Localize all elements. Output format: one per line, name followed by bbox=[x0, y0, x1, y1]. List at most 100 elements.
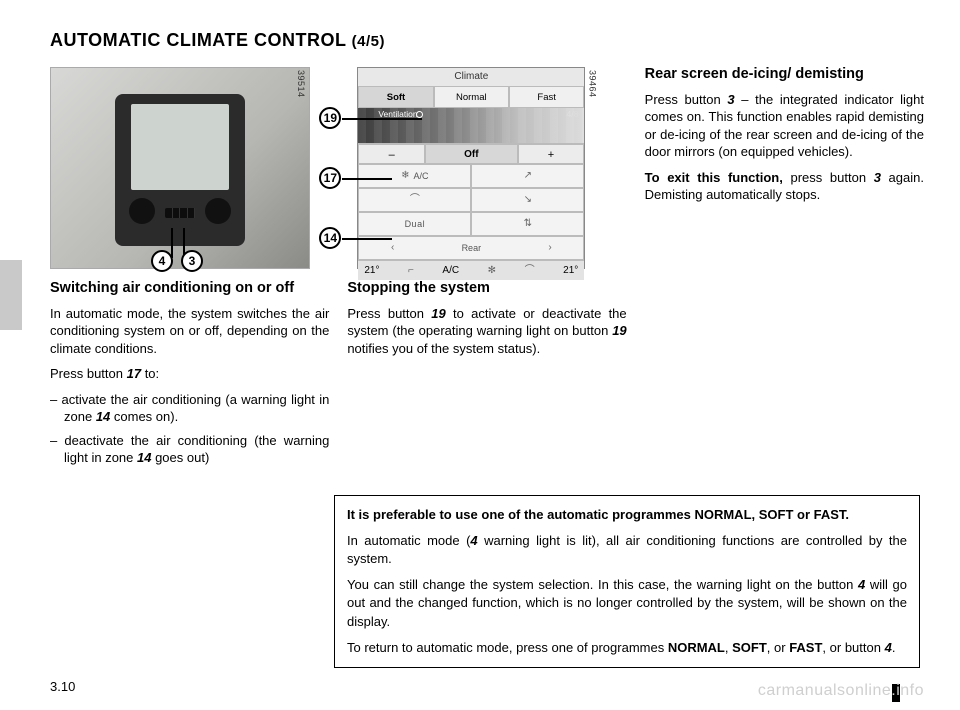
col3-heading: Rear screen de-icing/ demisting bbox=[645, 65, 924, 85]
col1-heading: Switching air conditioning on or off bbox=[50, 279, 329, 299]
callout-3: 3 bbox=[181, 250, 203, 272]
note-paragraph: In automatic mode (4 warning light is li… bbox=[347, 532, 907, 568]
text: To return to automatic mode, press one o… bbox=[347, 640, 668, 655]
text: press button bbox=[783, 170, 874, 185]
text-bold: It is preferable to use one of the autom… bbox=[347, 507, 849, 522]
temp-right: 21° bbox=[563, 264, 578, 278]
ref-14: 14 bbox=[96, 409, 110, 424]
text: notifies you of the system status). bbox=[347, 341, 540, 356]
content-columns: 39514 4 3 Switching air conditioning on … bbox=[50, 65, 924, 473]
ref-17: 17 bbox=[127, 366, 141, 381]
note-paragraph: It is preferable to use one of the autom… bbox=[347, 506, 907, 524]
text: You can still change the system selectio… bbox=[347, 577, 858, 592]
callout-4: 4 bbox=[151, 250, 173, 272]
text: In automatic mode ( bbox=[347, 533, 470, 548]
page-title: AUTOMATIC CLIMATE CONTROL bbox=[50, 30, 346, 50]
photo-code-2: 39464 bbox=[586, 70, 598, 98]
dashboard-button-row bbox=[165, 208, 195, 218]
off-button[interactable]: Off bbox=[425, 144, 518, 164]
col2-heading: Stopping the system bbox=[347, 279, 626, 299]
callout-line bbox=[171, 228, 173, 258]
dual-button[interactable]: Dual bbox=[358, 212, 471, 236]
temp-left: 21° bbox=[364, 264, 379, 278]
defrost-button[interactable]: ⌒ bbox=[358, 188, 471, 212]
callout-line bbox=[342, 238, 392, 240]
ac-button[interactable]: ❄ A/C bbox=[358, 164, 471, 188]
callout-17: 17 bbox=[319, 167, 341, 189]
tab-soft[interactable]: Soft bbox=[358, 86, 433, 108]
callout-19: 19 bbox=[319, 107, 341, 129]
ac-mini-label: A/C bbox=[442, 264, 459, 278]
chevron-right-icon: › bbox=[548, 241, 551, 255]
airflow-mix-icon: ⇅ bbox=[524, 217, 532, 231]
seat-icon: ⌐ bbox=[408, 264, 414, 278]
ref-3: 3 bbox=[727, 92, 734, 107]
text: , or bbox=[767, 640, 789, 655]
dashboard-knob-left bbox=[129, 198, 155, 224]
text: goes out) bbox=[151, 450, 209, 465]
text-bold: FAST bbox=[789, 640, 822, 655]
airflow-face-icon: ↗ bbox=[524, 169, 532, 183]
airflow-feet-button[interactable]: ↘ bbox=[471, 188, 584, 212]
ref-3: 3 bbox=[874, 170, 881, 185]
airflow-face-button[interactable]: ↗ bbox=[471, 164, 584, 188]
text: Press button bbox=[347, 306, 431, 321]
callout-14: 14 bbox=[319, 227, 341, 249]
text-bold: NORMAL bbox=[668, 640, 725, 655]
tab-fast[interactable]: Fast bbox=[509, 86, 584, 108]
ref-4: 4 bbox=[470, 533, 477, 548]
chevron-left-icon: ‹ bbox=[391, 241, 394, 255]
tab-normal[interactable]: Normal bbox=[434, 86, 509, 108]
text-bold: To exit this function, bbox=[645, 170, 783, 185]
dashboard-screen bbox=[131, 104, 229, 190]
fan-icon: ✻ bbox=[488, 264, 496, 278]
figure-dashboard: 39514 4 3 bbox=[50, 67, 310, 269]
ac-label: A/C bbox=[414, 170, 429, 182]
airflow-mix-button[interactable]: ⇅ bbox=[471, 212, 584, 236]
text: Press button bbox=[645, 92, 728, 107]
ventilation-page: 4/8 bbox=[567, 109, 579, 120]
dashboard-console bbox=[115, 94, 245, 246]
page-title-row: AUTOMATIC CLIMATE CONTROL (4/5) bbox=[50, 30, 924, 51]
rear-row[interactable]: ‹ Rear › bbox=[358, 236, 584, 260]
callout-line bbox=[342, 118, 422, 120]
section-tab bbox=[0, 260, 22, 330]
photo-code-1: 39514 bbox=[295, 70, 307, 98]
col1-list: activate the air conditioning (a warning… bbox=[50, 391, 329, 467]
off-row: – Off + bbox=[358, 144, 584, 164]
col1-paragraph: Press button 17 to: bbox=[50, 365, 329, 383]
bottom-status-bar: 21° ⌐ A/C ✻ ⌒ 21° bbox=[358, 260, 584, 280]
ventilation-bar: Ventilation 4/8 bbox=[358, 108, 584, 144]
list-item: activate the air conditioning (a warning… bbox=[50, 391, 329, 426]
col3-paragraph: To exit this function, press button 3 ag… bbox=[645, 169, 924, 204]
airflow-feet-icon: ↘ bbox=[524, 193, 532, 207]
text: . bbox=[892, 640, 896, 655]
rear-label: Rear bbox=[462, 242, 482, 254]
note-paragraph: To return to automatic mode, press one o… bbox=[347, 639, 907, 657]
dashboard-knob-right bbox=[205, 198, 231, 224]
ref-4: 4 bbox=[885, 640, 892, 655]
text: Press button bbox=[50, 366, 127, 381]
note-paragraph: You can still change the system selectio… bbox=[347, 576, 907, 631]
defrost-icon: ⌒ bbox=[525, 264, 535, 278]
snowflake-icon: ❄ bbox=[401, 169, 409, 183]
note-box: It is preferable to use one of the autom… bbox=[334, 495, 920, 668]
screen-title: Climate bbox=[358, 68, 584, 86]
watermark: carmanualsonline.info bbox=[758, 682, 924, 700]
ref-19: 19 bbox=[612, 323, 626, 338]
page-number: 3.10 bbox=[50, 679, 75, 694]
col2-paragraph: Press button 19 to activate or deactivat… bbox=[347, 305, 626, 358]
ref-19: 19 bbox=[431, 306, 445, 321]
ventilation-icon bbox=[416, 111, 423, 118]
mode-tabs: Soft Normal Fast bbox=[358, 86, 584, 108]
column-right: Rear screen de-icing/ demisting Press bu… bbox=[645, 65, 924, 473]
text: to: bbox=[141, 366, 159, 381]
column-left: 39514 4 3 Switching air conditioning on … bbox=[50, 65, 329, 473]
ref-14: 14 bbox=[137, 450, 151, 465]
minus-button[interactable]: – bbox=[358, 144, 425, 164]
page-counter: (4/5) bbox=[352, 33, 385, 50]
text: , or button bbox=[822, 640, 884, 655]
plus-button[interactable]: + bbox=[518, 144, 585, 164]
defrost-icon: ⌒ bbox=[410, 193, 420, 207]
text: comes on). bbox=[110, 409, 178, 424]
